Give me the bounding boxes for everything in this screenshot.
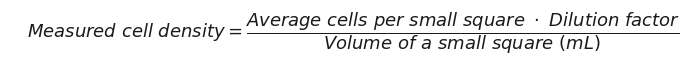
Text: $\mathit{Measured\ cell\ density} = \dfrac{\mathit{Average\ cells\ per\ small\ s: $\mathit{Measured\ cell\ density} = \dfr… xyxy=(27,11,680,56)
